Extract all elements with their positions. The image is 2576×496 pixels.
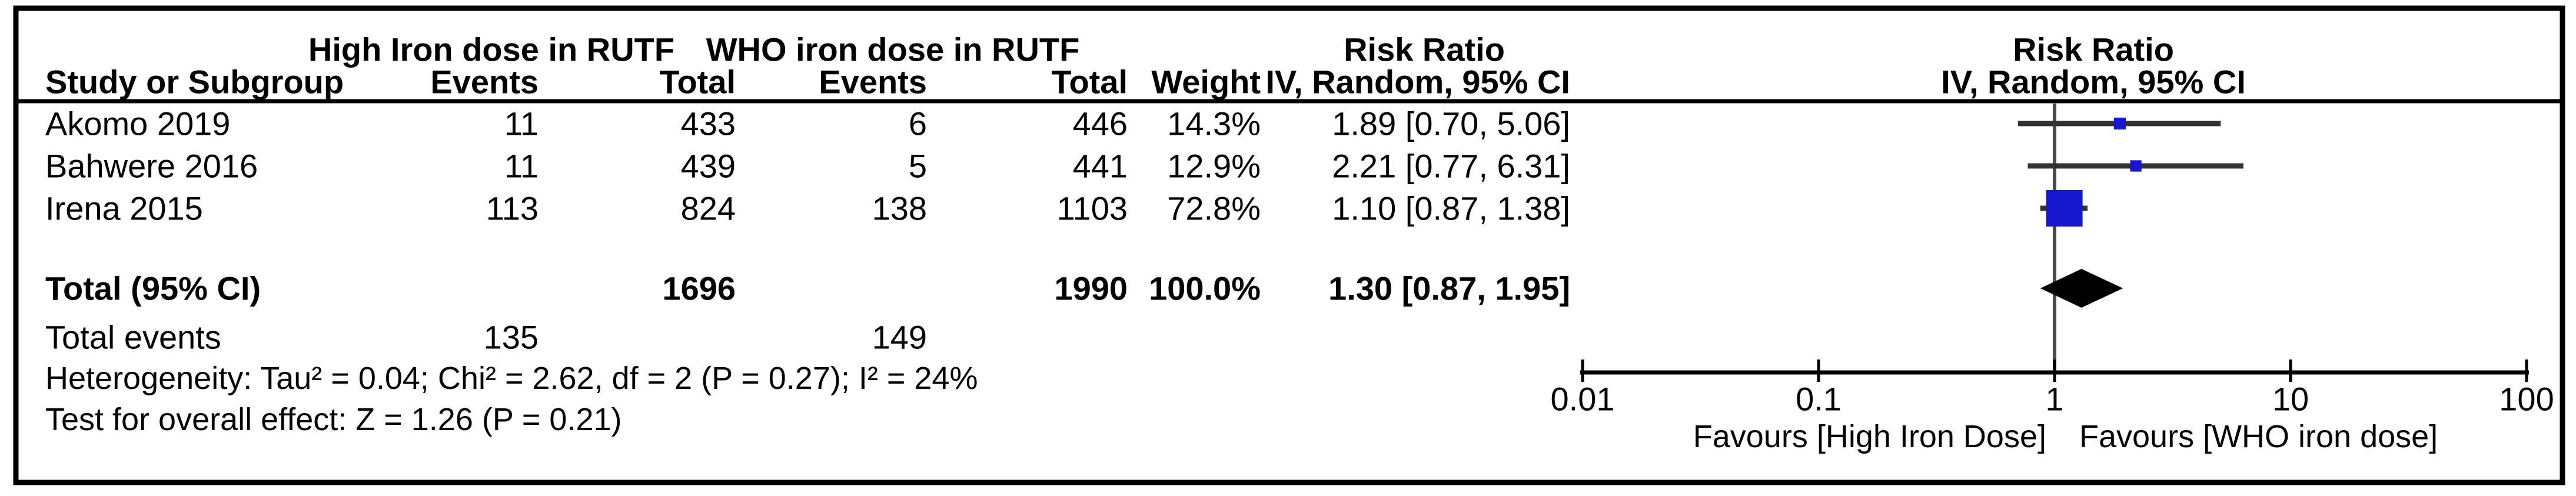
- group1-title: High Iron dose in RUTF: [308, 31, 674, 68]
- total-label: Total (95% CI): [45, 270, 261, 307]
- total-n-high: 1696: [662, 270, 736, 307]
- x-tick-label: 10: [2272, 381, 2309, 418]
- total-high: 824: [681, 190, 736, 227]
- study-label: Akomo 2019: [45, 105, 230, 142]
- x-tick-label: 100: [2499, 381, 2554, 418]
- total-who: 1103: [1057, 190, 1128, 227]
- total-high: 439: [681, 148, 736, 185]
- study-label: Bahwere 2016: [45, 148, 258, 185]
- events-who: 6: [909, 105, 927, 142]
- forest-plot-area: 0.01 0.1 1 10 100: [1551, 104, 2554, 418]
- rr-ci-text: 2.21 [0.77, 6.31]: [1332, 148, 1570, 185]
- x-tick-label: 0.01: [1551, 381, 1615, 418]
- total-rr-ci-text: 1.30 [0.87, 1.95]: [1328, 270, 1570, 307]
- total-events-who: 149: [872, 319, 927, 356]
- table-row: Irena 2015 113 824 138 1103 72.8% 1.10 […: [45, 190, 1570, 227]
- plot-risk-ratio-title: Risk Ratio: [2013, 31, 2174, 68]
- figure-border: [13, 5, 2565, 485]
- events-high: 113: [486, 190, 539, 227]
- events-who: 5: [909, 148, 927, 185]
- total-high: 433: [681, 105, 736, 142]
- study-label: Irena 2015: [45, 190, 203, 227]
- rr-ci-text: 1.89 [0.70, 5.06]: [1332, 105, 1570, 142]
- favours-left-label: Favours [High Iron Dose]: [1693, 419, 2046, 454]
- col-header-method: IV, Random, 95% CI: [1265, 64, 1570, 101]
- col-header-events-high: Events: [430, 64, 539, 101]
- study-marker: [2130, 160, 2142, 172]
- col-header-total-who: Total: [1051, 64, 1128, 101]
- col-header-events-who: Events: [819, 64, 927, 101]
- events-who: 138: [872, 190, 927, 227]
- favours-right-label: Favours [WHO iron dose]: [2079, 419, 2438, 454]
- total-events-high: 135: [484, 319, 539, 356]
- total-who: 446: [1073, 105, 1128, 142]
- total-weight: 100.0%: [1149, 270, 1261, 307]
- x-tick-label: 1: [2045, 381, 2063, 418]
- weight-value: 14.3%: [1167, 105, 1261, 142]
- study-marker: [2113, 117, 2126, 130]
- overall-effect-text: Test for overall effect: Z = 1.26 (P = 0…: [45, 402, 622, 437]
- col-header-total-high: Total: [659, 64, 736, 101]
- x-tick-label: 0.1: [1796, 381, 1842, 418]
- table-row: Bahwere 2016 11 439 5 441 12.9% 2.21 [0.…: [45, 148, 1570, 185]
- plot-method-title: IV, Random, 95% CI: [1941, 64, 2246, 101]
- col-header-weight: Weight: [1151, 64, 1261, 101]
- rr-ci-text: 1.10 [0.87, 1.38]: [1332, 190, 1570, 227]
- total-events-row: Total events 135 149: [45, 319, 927, 356]
- total-n-who: 1990: [1054, 270, 1128, 307]
- table-row: Akomo 2019 11 433 6 446 14.3% 1.89 [0.70…: [45, 105, 1570, 142]
- total-row: Total (95% CI) 1696 1990 100.0% 1.30 [0.…: [45, 270, 1570, 307]
- group2-title: WHO iron dose in RUTF: [706, 31, 1080, 68]
- events-high: 11: [504, 105, 539, 142]
- total-diamond: [2040, 269, 2123, 308]
- weight-value: 72.8%: [1167, 190, 1261, 227]
- total-events-label: Total events: [45, 319, 221, 356]
- heterogeneity-text: Heterogeneity: Tau² = 0.04; Chi² = 2.62,…: [45, 361, 978, 396]
- col-header-study: Study or Subgroup: [45, 64, 344, 101]
- total-who: 441: [1073, 148, 1128, 185]
- study-marker: [2046, 189, 2083, 227]
- risk-ratio-title: Risk Ratio: [1344, 31, 1505, 68]
- events-high: 11: [504, 148, 539, 185]
- weight-value: 12.9%: [1167, 148, 1261, 185]
